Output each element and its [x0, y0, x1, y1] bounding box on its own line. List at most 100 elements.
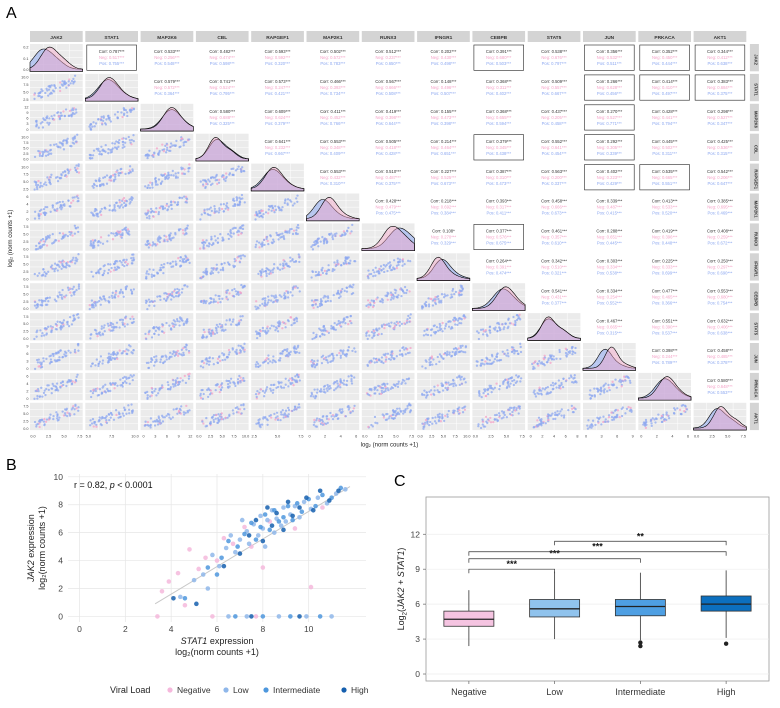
pair-scatter-point: [62, 110, 65, 113]
pair-scatter-point: [178, 259, 182, 262]
pair-scatter-point: [313, 366, 317, 369]
pair-scatter-point: [89, 128, 92, 131]
corr-value: Corr: 0.225***: [652, 258, 678, 263]
pair-scatter-point: [90, 270, 93, 274]
pair-scatter-point: [49, 354, 53, 357]
pair-scatter-point: [181, 167, 185, 170]
pair-scatter-point: [183, 374, 186, 378]
pair-scatter-point: [432, 393, 436, 397]
pair-scatter-point: [230, 235, 233, 238]
pair-scatter-point: [456, 323, 459, 327]
pair-scatter-point: [147, 366, 151, 370]
pair-scatter-point: [162, 266, 165, 269]
pair-scatter-point: [171, 265, 175, 268]
pair-scatter-point: [287, 385, 290, 388]
pair-scatter-point: [401, 264, 404, 267]
pair-scatter-point: [354, 350, 357, 353]
pair-scatter-point: [71, 196, 74, 199]
pair-scatter-point: [103, 390, 107, 393]
pair-scatter-point: [53, 269, 56, 273]
pair-scatter-point: [516, 352, 520, 355]
y-tick-label: 10.0: [21, 135, 28, 139]
pair-scatter-point: [538, 389, 541, 392]
pair-scatter-point: [398, 412, 401, 416]
pair-scatter-point: [215, 329, 218, 332]
pair-scatter-point: [115, 326, 118, 329]
pair-scatter-point: [123, 406, 126, 409]
pair-scatter-point: [159, 268, 162, 272]
pair-scatter-point: [145, 243, 149, 247]
pair-scatter-point: [459, 344, 462, 348]
pair-scatter-point: [234, 290, 238, 293]
pair-scatter-point: [262, 238, 266, 242]
pair-scatter-point: [376, 388, 379, 392]
density-curve-negative: [416, 256, 471, 281]
pair-scatter-point: [375, 329, 379, 332]
corr-neg: Neg: 0.432***: [320, 175, 346, 180]
pair-scatter-point: [165, 148, 169, 152]
pair-scatter-point: [212, 301, 215, 304]
pair-scatter-point: [168, 237, 171, 241]
pair-scatter-point: [101, 273, 105, 277]
pair-scatter-point: [404, 353, 407, 356]
pair-scatter-point: [39, 213, 42, 216]
pair-scatter-point: [295, 320, 299, 323]
pair-scatter-point: [441, 389, 445, 392]
pair-scatter-point: [242, 285, 245, 288]
gene-strip-top: [693, 31, 747, 42]
pair-scatter-point: [237, 323, 240, 326]
corr-value: Corr: 0.408***: [707, 229, 733, 234]
pair-scatter-point: [288, 199, 292, 202]
pair-scatter-point: [557, 386, 561, 389]
pair-scatter-point: [153, 304, 156, 307]
pair-scatter-point: [281, 232, 284, 235]
corr-pos: Pos: 0.379***: [265, 121, 290, 126]
pair-scatter-point: [92, 425, 95, 428]
pair-scatter-point: [221, 269, 225, 272]
corr-neg: Neg: 0.576***: [486, 235, 512, 240]
pair-scatter-point: [123, 227, 127, 230]
pair-scatter-point: [448, 383, 451, 387]
pair-scatter-point: [65, 262, 68, 265]
pair-scatter-point: [345, 383, 348, 386]
corr-value: Corr: 0.398***: [652, 348, 678, 353]
pair-scatter-point: [366, 275, 370, 278]
pair-scatter-point: [166, 381, 169, 384]
pair-scatter-point: [371, 268, 375, 272]
pair-scatter-point: [43, 271, 46, 274]
pair-scatter-point: [481, 333, 485, 336]
pair-scatter-point: [333, 389, 336, 392]
corr-pos: Pos: 0.797***: [542, 61, 567, 66]
pair-scatter-point: [102, 119, 105, 123]
pair-scatter-point: [264, 297, 267, 300]
pair-scatter-point: [501, 323, 504, 326]
corr-value: Corr: 0.303***: [596, 258, 622, 263]
pair-scatter-point: [506, 352, 510, 355]
pair-scatter-point: [63, 350, 67, 353]
pair-scatter-point: [166, 208, 170, 211]
pair-scatter-point: [429, 334, 433, 337]
pair-scatter-point: [351, 223, 354, 227]
pair-scatter-point: [228, 292, 231, 295]
pair-scatter-point: [284, 199, 287, 202]
pair-scatter-point: [267, 299, 270, 302]
corr-value: Corr: 0.551***: [652, 318, 678, 323]
pair-scatter-point: [188, 409, 191, 412]
pair-scatter-point: [121, 146, 124, 149]
pair-scatter-point: [59, 324, 63, 328]
pair-scatter-point: [109, 151, 112, 154]
pair-scatter-point: [254, 243, 258, 246]
corr-neg: Neg: 0.473***: [431, 115, 457, 120]
pair-scatter-point: [373, 301, 376, 305]
pair-scatter-point: [546, 386, 550, 389]
pair-scatter-point: [259, 274, 263, 277]
pair-scatter-point: [495, 355, 499, 359]
pair-scatter-point: [254, 305, 257, 308]
pair-scatter-point: [120, 167, 123, 171]
pair-scatter-point: [160, 414, 164, 417]
pair-scatter-point: [477, 337, 481, 341]
pair-scatter-point: [241, 254, 245, 257]
pair-scatter-point: [258, 246, 261, 249]
pair-scatter-point: [438, 326, 441, 329]
